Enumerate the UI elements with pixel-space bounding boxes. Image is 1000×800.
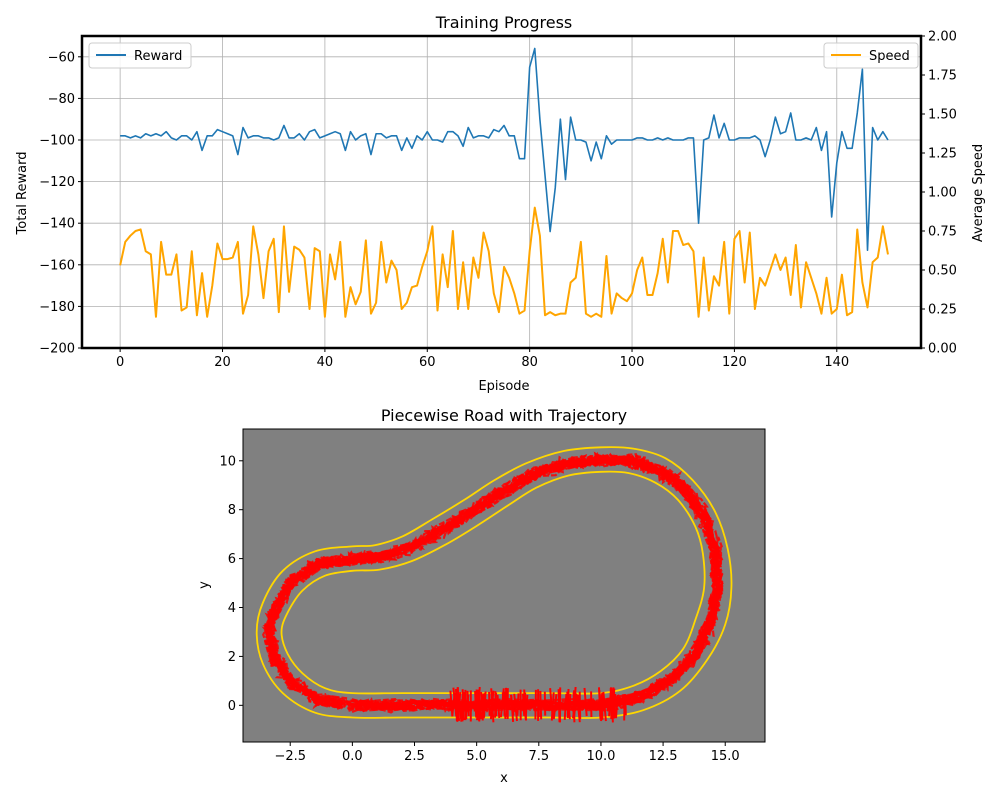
trajectory-segment bbox=[449, 690, 454, 717]
c1-y-tick-label-left: −180 bbox=[39, 300, 75, 315]
c2-plot-frame bbox=[242, 428, 766, 743]
trajectory-lap bbox=[262, 457, 722, 712]
trajectory-segment bbox=[600, 694, 604, 720]
trajectory-segment bbox=[613, 693, 617, 719]
trajectory-segment bbox=[557, 689, 561, 723]
c1-y-ticks-right: 0.00 0.25 0.50 0.75 1.00 1.25 1.50 1.75 2.00 bbox=[921, 30, 957, 357]
c2-y-tick-label: 8 bbox=[228, 503, 236, 518]
c1-y-tick-label-right: 1.50 bbox=[928, 108, 957, 123]
c2-x-tick-label: 0.0 bbox=[342, 749, 363, 764]
c1-y-tick-label-left: −60 bbox=[48, 50, 75, 65]
trajectory-segment bbox=[523, 689, 527, 718]
trajectory-segment bbox=[488, 691, 491, 716]
c1-legend-reward-label: Reward bbox=[134, 49, 182, 64]
c1-x-tick-label: 0 bbox=[116, 355, 124, 370]
c1-y-tick-label-left: −120 bbox=[39, 175, 75, 190]
c1-y-tick-label-right: 1.00 bbox=[928, 186, 957, 201]
c1-x-axis-label: Episode bbox=[478, 379, 529, 394]
c1-series-reward-line bbox=[120, 47, 889, 252]
trajectory-segment bbox=[539, 691, 543, 720]
c2-y-axis-label: y bbox=[197, 581, 212, 589]
c1-legend-left: Reward bbox=[88, 42, 192, 69]
trajectory-segment bbox=[566, 688, 570, 719]
c2-y-tick-label: 4 bbox=[228, 601, 236, 616]
c1-y-tick-label-right: 0.75 bbox=[928, 225, 957, 240]
c1-title: Training Progress bbox=[435, 13, 573, 32]
c2-x-tick-label: 15.0 bbox=[711, 749, 740, 764]
c1-y-tick-label-right: 0.25 bbox=[928, 303, 957, 318]
c1-y-axis-label-right: Average Speed bbox=[971, 144, 986, 242]
trajectory-segment bbox=[481, 693, 485, 721]
c2-x-tick-label: 7.5 bbox=[528, 749, 549, 764]
trajectory-segment bbox=[516, 693, 520, 716]
trajectory-segment bbox=[550, 692, 555, 721]
c2-x-axis-label: x bbox=[500, 771, 508, 786]
c2-x-tick-label: 12.5 bbox=[649, 749, 678, 764]
trajectory-segment bbox=[474, 690, 478, 718]
c1-y-tick-label-right: 0.00 bbox=[928, 342, 957, 357]
c2-x-tick-label: 10.0 bbox=[586, 749, 615, 764]
trajectory-segment bbox=[522, 693, 526, 716]
c2-y-tick-label: 2 bbox=[228, 650, 236, 665]
trajectory-segment bbox=[576, 694, 581, 718]
trajectory-segment bbox=[573, 694, 578, 717]
c1-y-tick-label-left: −80 bbox=[48, 92, 75, 107]
trajectory-segment bbox=[513, 693, 518, 722]
c2-x-tick-label: 2.5 bbox=[404, 749, 425, 764]
c1-y-tick-label-right: 0.50 bbox=[928, 264, 957, 279]
trajectory-segment bbox=[494, 691, 498, 717]
trajectory-segment bbox=[489, 690, 495, 720]
c1-x-tick-label: 40 bbox=[317, 355, 334, 370]
trajectory-lap bbox=[266, 453, 723, 711]
c1-x-ticks: 0 20 40 60 80 100 120 140 bbox=[116, 348, 849, 370]
c1-y-tick-label-left: −100 bbox=[39, 134, 75, 149]
trajectory-segment bbox=[496, 694, 501, 719]
c2-y-tick-label: 10 bbox=[219, 454, 236, 469]
trajectory-segment bbox=[583, 687, 588, 717]
c1-y-axis-label-left: Total Reward bbox=[15, 152, 30, 236]
c1-x-tick-label: 80 bbox=[521, 355, 538, 370]
trajectory-segment bbox=[466, 690, 470, 717]
c1-y-tick-label-left: −140 bbox=[39, 217, 75, 232]
c1-legend-speed-label: Speed bbox=[869, 49, 910, 64]
c1-x-tick-label: 60 bbox=[419, 355, 436, 370]
c1-y-tick-label-left: −200 bbox=[39, 342, 75, 357]
c2-trajectory bbox=[261, 451, 725, 723]
trajectory-segment bbox=[483, 691, 487, 718]
trajectory-segment bbox=[615, 694, 619, 719]
c1-x-tick-label: 140 bbox=[824, 355, 849, 370]
c1-legend-right-box bbox=[823, 42, 919, 69]
c1-legend-right: Speed bbox=[823, 42, 919, 69]
training-progress-chart: 0 20 40 60 80 100 120 140 −200−180−160−140−120−… bbox=[15, 13, 986, 394]
trajectory-segment bbox=[456, 693, 460, 722]
c2-x-tick-label: −2.5 bbox=[274, 749, 306, 764]
c2-x-tick-label: 5.0 bbox=[466, 749, 487, 764]
trajectory-segment bbox=[534, 689, 537, 720]
c2-y-tick-label: 0 bbox=[228, 699, 236, 714]
c1-y-tick-label-right: 1.25 bbox=[928, 147, 957, 162]
c2-title: Piecewise Road with Trajectory bbox=[381, 406, 627, 425]
c1-x-tick-label: 120 bbox=[722, 355, 747, 370]
c2-x-ticks: −2.5 0.0 2.5 5.0 7.5 10.0 12.5 15.0 bbox=[274, 742, 740, 764]
c1-legend-left-box bbox=[88, 42, 192, 69]
c2-y-tick-label: 6 bbox=[228, 552, 236, 567]
c1-x-tick-label: 20 bbox=[214, 355, 231, 370]
trajectory-segment bbox=[552, 693, 558, 720]
c1-x-tick-label: 100 bbox=[620, 355, 645, 370]
trajectory-segment bbox=[609, 688, 614, 723]
trajectory-segment bbox=[563, 693, 568, 720]
c1-series bbox=[119, 47, 889, 318]
trajectory-segment bbox=[459, 692, 465, 719]
road-trajectory-chart: −2.5 0.0 2.5 5.0 7.5 10.0 12.5 15.0 0 2 4 6 8 10 Pie… bbox=[197, 406, 766, 786]
c1-y-tick-label-right: 1.75 bbox=[928, 69, 957, 84]
c2-y-ticks: 0 2 4 6 8 10 bbox=[219, 454, 243, 714]
c1-y-ticks-left: −200 −180 −160 −140 −120 −100 −80 −60 bbox=[39, 50, 82, 357]
trajectory-segment bbox=[510, 694, 515, 722]
c1-series-speed-line bbox=[119, 206, 889, 318]
c1-y-tick-label-left: −160 bbox=[39, 258, 75, 273]
trajectory-segment bbox=[501, 692, 507, 720]
c1-y-tick-label-right: 2.00 bbox=[928, 30, 957, 45]
